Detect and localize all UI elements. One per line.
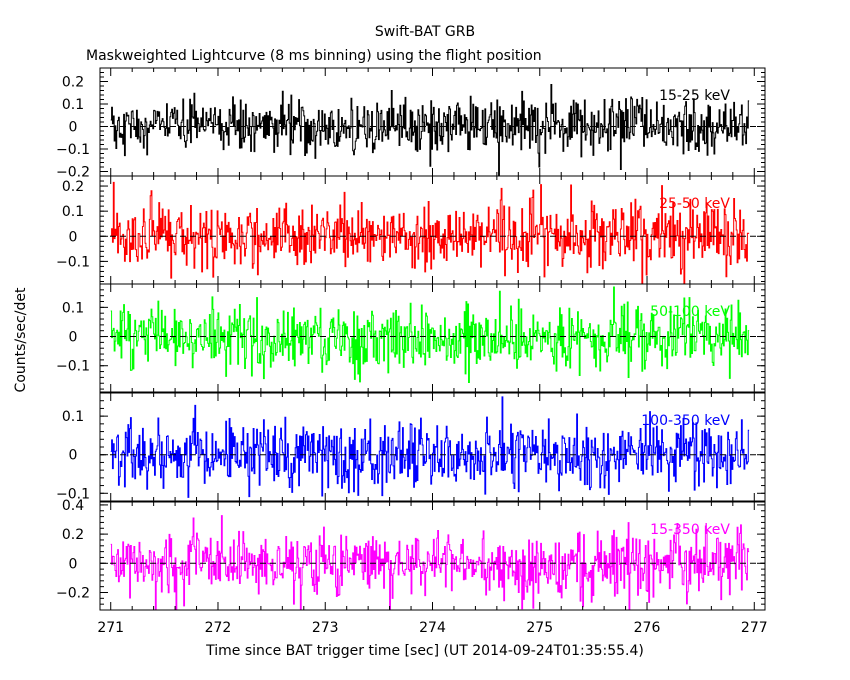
y-tick-label: 0 <box>69 330 78 346</box>
band-label: 100-350 keV <box>641 413 730 429</box>
y-tick-label: −0.1 <box>56 142 90 158</box>
series-group <box>110 181 750 284</box>
band-label: 15-25 keV <box>659 88 730 104</box>
y-tick-label: 0.2 <box>62 75 84 91</box>
y-tick-label: −0.2 <box>56 585 90 601</box>
y-tick-label: 0 <box>69 229 78 245</box>
series-group <box>110 515 750 610</box>
y-tick-label: 0.1 <box>62 409 84 425</box>
x-tick-label: 276 <box>634 620 661 636</box>
band-label: 25-50 keV <box>659 196 730 212</box>
chart-title: Swift-BAT GRB <box>375 24 475 40</box>
y-tick-label: 0.1 <box>62 97 84 113</box>
series-line <box>110 515 750 610</box>
y-tick-label: −0.2 <box>56 165 90 181</box>
y-tick-label: 0 <box>69 448 78 464</box>
y-tick-label: 0.1 <box>62 204 84 220</box>
x-tick-label: 273 <box>312 620 339 636</box>
series-line <box>110 396 750 498</box>
series-group <box>110 396 750 498</box>
panel-1: −0.1 0 0.1 0.2 25-50 keV <box>56 175 766 285</box>
band-label: 50-100 keV <box>650 304 730 320</box>
series-line <box>110 83 750 176</box>
y-tick-label: 0.1 <box>62 300 84 316</box>
x-axis: 271 272 273 274 275 276 277 <box>97 620 767 636</box>
y-tick-label: 0 <box>69 120 78 136</box>
x-tick-label: 271 <box>97 620 124 636</box>
y-tick-label: −0.1 <box>56 254 90 270</box>
panel-4: −0.2 0 0.2 0.4 15-350 keV <box>56 498 766 611</box>
y-tick-label: 0.4 <box>62 498 84 514</box>
panel-0: −0.2 −0.1 0 0.1 0.2 15-25 keV <box>56 67 766 181</box>
series-group <box>110 286 750 383</box>
y-tick-label: 0 <box>69 556 78 572</box>
x-tick-label: 277 <box>741 620 768 636</box>
y-tick-label: −0.1 <box>56 359 90 375</box>
x-tick-label: 274 <box>419 620 446 636</box>
series-line <box>110 286 750 383</box>
x-tick-label: 275 <box>526 620 553 636</box>
y-tick-label: 0.2 <box>62 527 84 543</box>
y-tick-label: −0.1 <box>56 486 90 502</box>
y-tick-label: 0.2 <box>62 179 84 195</box>
panel-2: −0.1 0 0.1 50-100 keV <box>56 283 766 393</box>
x-tick-label: 272 <box>205 620 232 636</box>
series-line <box>110 181 750 284</box>
series-group <box>110 83 750 176</box>
panels-group: −0.2 −0.1 0 0.1 0.2 15-25 keV −0.1 0 0.1 0.2 25-50… <box>56 67 766 611</box>
x-axis-label: Time since BAT trigger time [sec] (UT 20… <box>205 643 644 659</box>
band-label: 15-350 keV <box>650 522 730 538</box>
panel-3: −0.1 0 0.1 100-350 keV <box>56 392 766 502</box>
y-axis-label: Counts/sec/det <box>13 287 29 392</box>
chart-subtitle: Maskweighted Lightcurve (8 ms binning) u… <box>86 48 542 64</box>
